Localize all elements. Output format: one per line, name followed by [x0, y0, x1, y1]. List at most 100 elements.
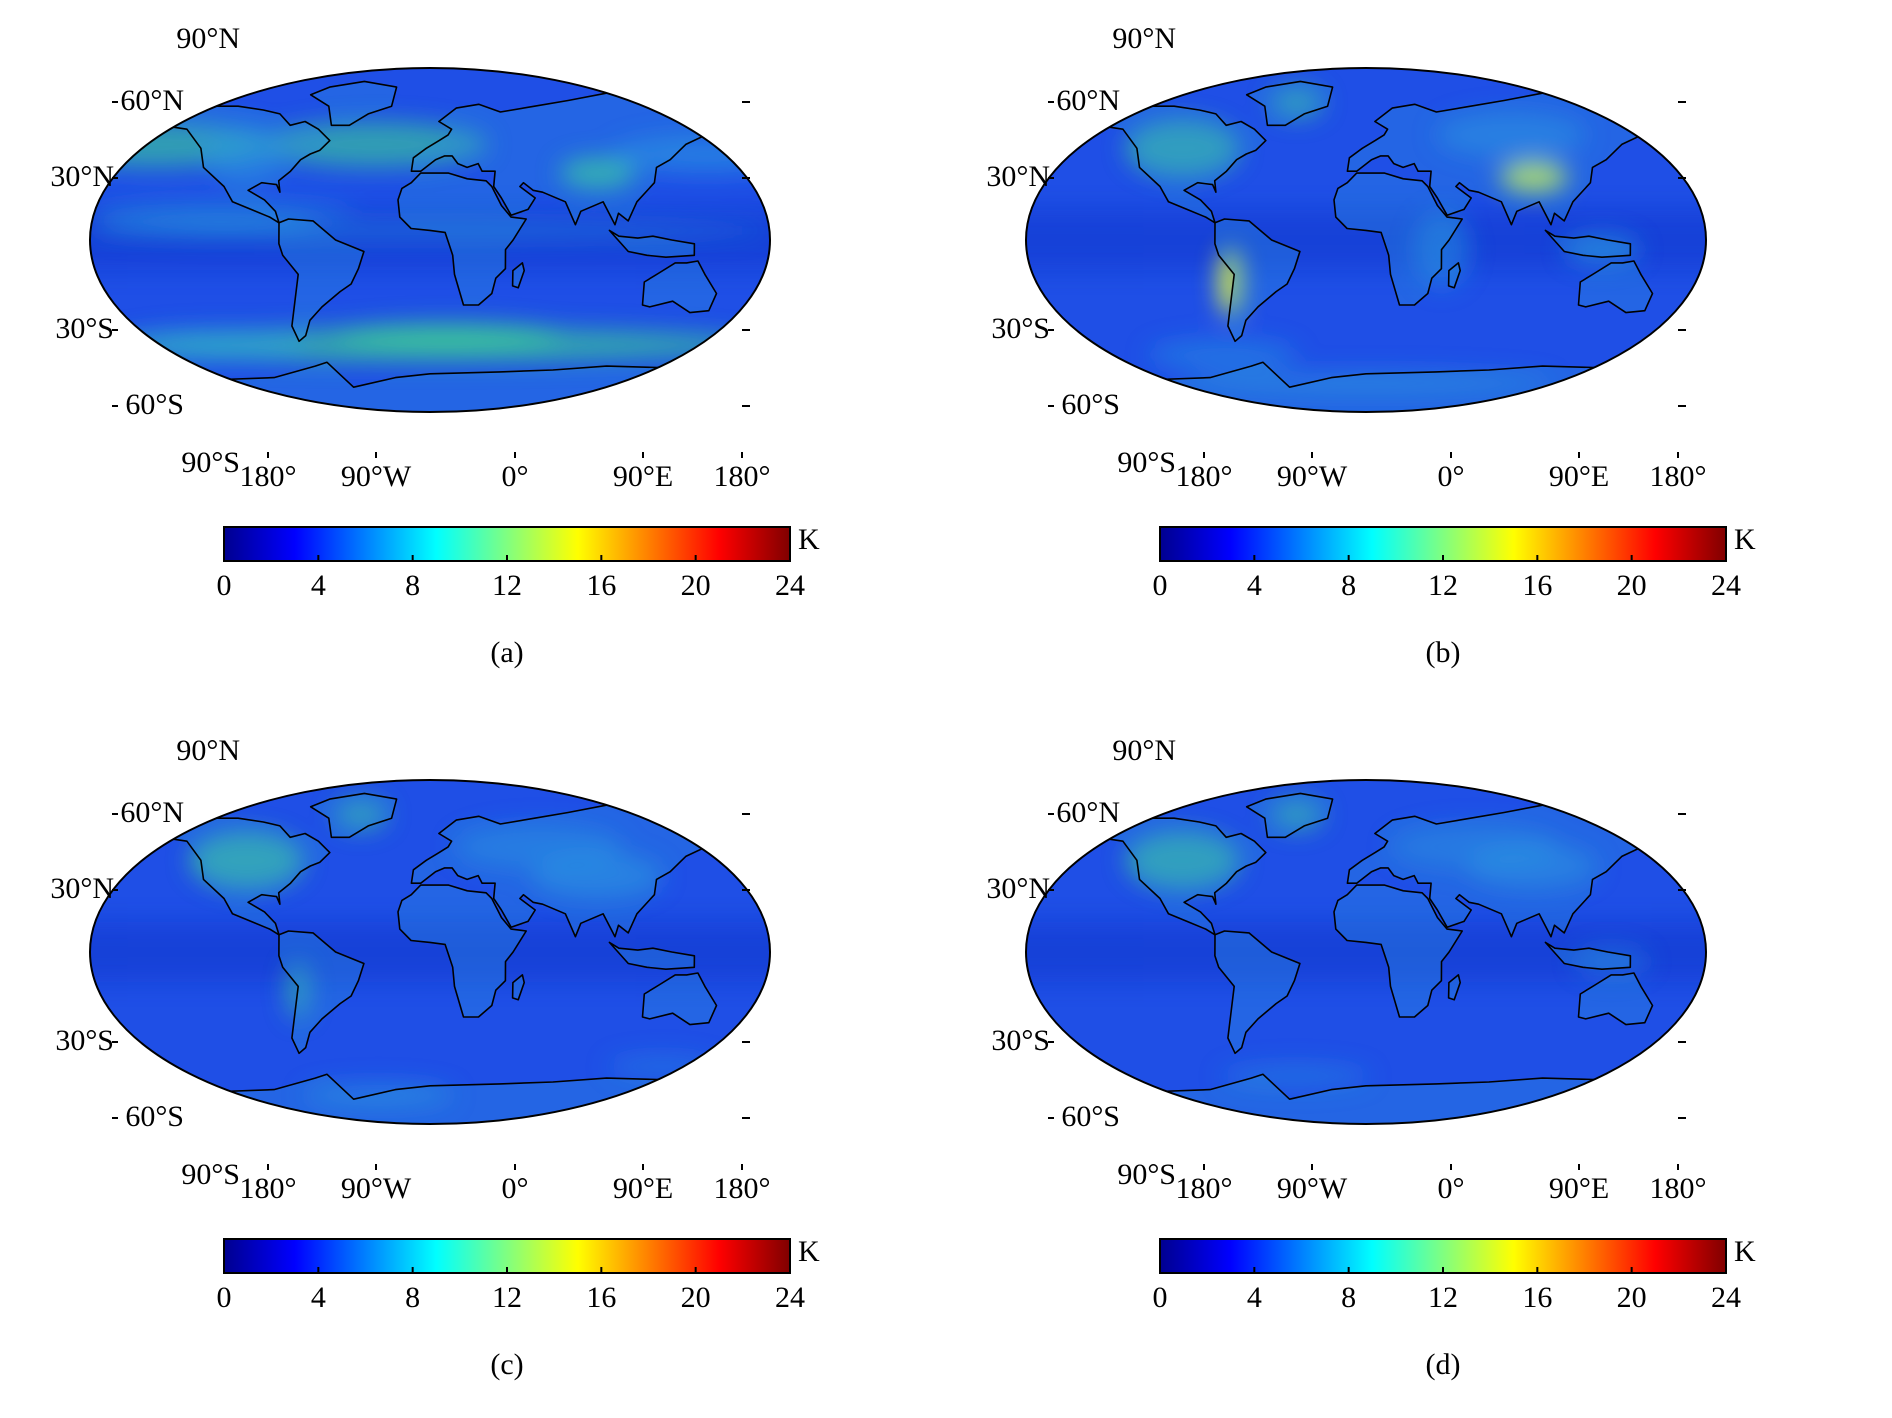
lat-label: 60°S — [1061, 1100, 1120, 1133]
coastline-south-america — [1214, 218, 1301, 343]
colorbar-tick-label: 8 — [405, 1281, 421, 1314]
coastline-north-america — [1073, 815, 1267, 936]
colorbar-tick-label: 20 — [1616, 569, 1647, 602]
lat-label: 60°N — [1056, 796, 1120, 829]
field-highlight — [1147, 339, 1299, 370]
lat-label: 30°N — [986, 872, 1050, 905]
field-highlight — [190, 831, 304, 889]
coastline-eurasia — [1346, 92, 1685, 226]
colorbar-unit: K — [1734, 1235, 1756, 1268]
map-canvas-c — [89, 779, 791, 1274]
colorbar-tick-label: 20 — [680, 1281, 711, 1314]
colorbar-tick-label: 20 — [680, 569, 711, 602]
colorbar-tick-label: 12 — [1428, 1281, 1458, 1314]
coastline-eurasia — [410, 92, 749, 226]
lat-label: 90°S — [1117, 446, 1176, 479]
coastline-eurasia — [1346, 804, 1685, 938]
colorbar-tick-label: 8 — [1341, 569, 1357, 602]
colorbar-tick-label: 0 — [216, 569, 232, 602]
colorbar-tick-label: 16 — [1522, 1281, 1553, 1314]
lat-label: 60°S — [125, 1100, 184, 1133]
panel-caption: (d) — [1425, 1348, 1461, 1381]
colorbar-tick-label: 24 — [775, 1281, 805, 1314]
field-highlight — [1270, 799, 1324, 830]
lon-label: 180° — [713, 460, 771, 493]
field-highlight — [1435, 111, 1587, 158]
lat-label: 60°S — [125, 388, 184, 421]
colorbar-tick-label: 24 — [1711, 1281, 1741, 1314]
panel-caption: (b) — [1425, 636, 1461, 669]
coastline-indonesia — [608, 941, 696, 970]
coastline-indonesia — [1544, 229, 1632, 258]
lon-label: 90°E — [612, 460, 674, 493]
coastline-africa — [397, 172, 527, 306]
lat-label: 30°S — [991, 1024, 1050, 1057]
lat-label: 90°S — [181, 446, 240, 479]
lat-label: 90°N — [1112, 734, 1176, 767]
colorbar-tick-label: 16 — [586, 1281, 617, 1314]
lon-label: 90°E — [1548, 1172, 1610, 1205]
map-frame — [1025, 67, 1707, 413]
lat-label: 90°S — [1117, 1158, 1176, 1191]
field-highlight — [606, 1055, 720, 1079]
map-panel-d: 90°N 60°N 30°N 30°S 60°S 90°S 180° 90°W 0° 90°E 18… — [936, 712, 1882, 1418]
colorbar-tick-label: 0 — [1152, 1281, 1168, 1314]
coastline-indonesia — [608, 229, 696, 258]
colorbar-tick-label: 8 — [1341, 1281, 1357, 1314]
colorbar-tick-label: 12 — [492, 569, 522, 602]
lon-label: 180° — [239, 460, 297, 493]
colorbar-unit: K — [798, 1235, 820, 1268]
map-panel-c: 90°N 60°N 30°N 30°S 60°S 90°S 180° 90°W 0° 90°E 18… — [0, 712, 946, 1418]
lon-label: 180° — [713, 1172, 771, 1205]
map-frame — [89, 67, 771, 413]
map-canvas-a — [89, 67, 791, 562]
colorbar-tick-label: 8 — [405, 569, 421, 602]
lat-label: 30°S — [55, 1024, 114, 1057]
map-panel-b: 90°N 60°N 30°N 30°S 60°S 90°S 180° 90°W 0° 90°E 18… — [936, 0, 1882, 706]
field-highlight — [1126, 831, 1240, 889]
field-highlight — [1219, 1064, 1371, 1088]
lon-label: 0° — [1437, 460, 1465, 493]
lon-label: 0° — [501, 460, 529, 493]
lon-label: 0° — [1437, 1172, 1465, 1205]
coastline-north-america — [1073, 103, 1267, 224]
coastline-madagascar — [511, 974, 525, 1001]
field-highlight — [453, 823, 624, 870]
colorbar-tick-label: 12 — [1428, 569, 1458, 602]
field-highlight — [334, 799, 388, 830]
field-highlight — [1219, 247, 1243, 317]
colorbar-tick-label: 4 — [1246, 569, 1262, 602]
lat-label: 90°N — [176, 22, 240, 55]
coastline-australia — [1577, 260, 1654, 314]
map-frame — [1025, 779, 1707, 1125]
field-highlight — [90, 215, 317, 235]
coastline-madagascar — [1447, 974, 1461, 1001]
coastline-south-america — [1214, 930, 1301, 1055]
coastline-south-america — [278, 930, 365, 1055]
coastline-australia — [641, 972, 718, 1026]
lat-label: 90°S — [181, 1158, 240, 1191]
field-highlight — [1389, 823, 1560, 870]
field-highlight — [559, 157, 636, 189]
coastline-north-america — [137, 815, 331, 936]
lat-label: 90°N — [176, 734, 240, 767]
coastline-madagascar — [511, 262, 525, 289]
coastline-greenland — [1245, 80, 1334, 127]
colorbar-tick-label: 4 — [310, 1281, 326, 1314]
lon-label: 0° — [501, 1172, 529, 1205]
lat-label: 90°N — [1112, 22, 1176, 55]
field-highlight — [1499, 161, 1568, 193]
coastline-greenland — [1245, 792, 1334, 839]
map-panel-a: 90°N 60°N 30°N 30°S 60°S 90°S 180° 90°W 0° 90°E 18… — [0, 0, 946, 706]
lat-label: 60°N — [1056, 84, 1120, 117]
colorbar-tick-label: 20 — [1616, 1281, 1647, 1314]
field-highlight — [208, 125, 284, 183]
panel-caption: (a) — [490, 636, 524, 669]
coastline-africa — [1333, 172, 1463, 306]
coastline-madagascar — [1447, 262, 1461, 289]
lon-label: 90°W — [340, 460, 412, 493]
coastline-greenland — [309, 792, 398, 839]
coastline-australia — [1577, 972, 1654, 1026]
coastline-eurasia — [410, 804, 749, 938]
coastline-north-america — [137, 103, 331, 224]
